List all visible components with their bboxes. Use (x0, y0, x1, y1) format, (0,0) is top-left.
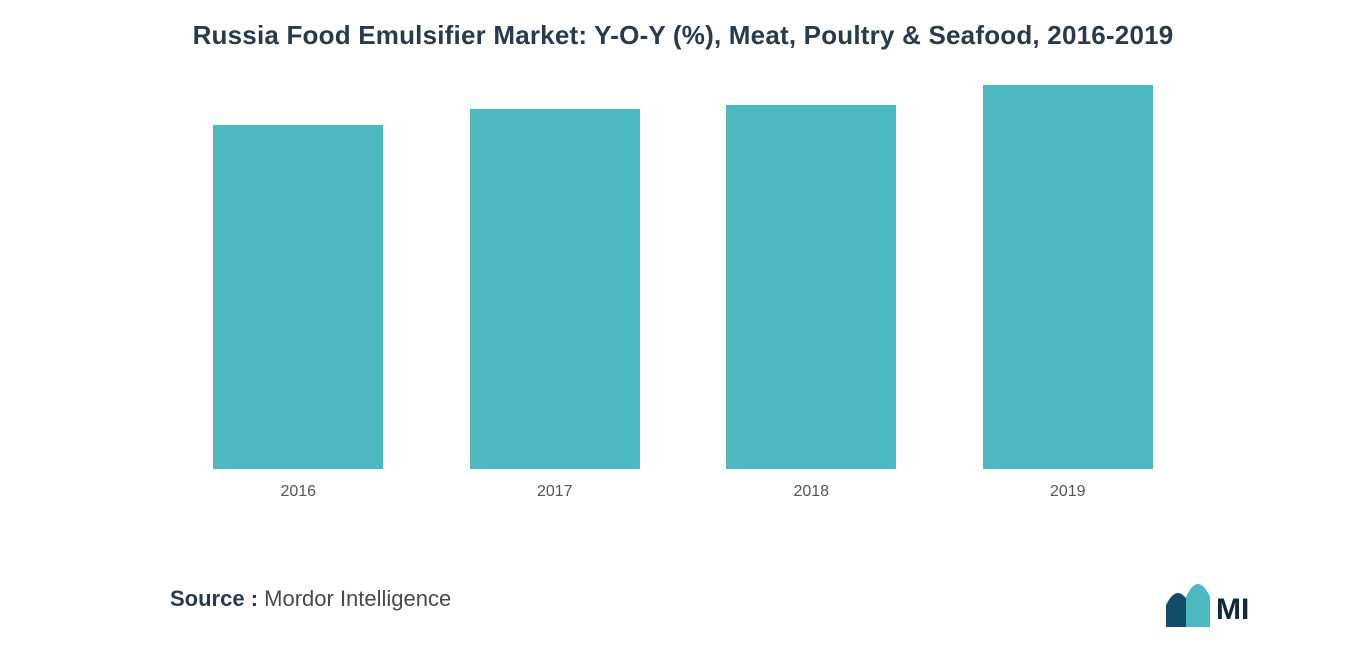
bar-group-2018: 2018 (683, 81, 940, 501)
bar-group-2016: 2016 (170, 81, 427, 501)
axis-label-2017: 2017 (537, 483, 573, 501)
bar-2016 (213, 125, 383, 469)
logo-icon: MI (1166, 571, 1256, 627)
chart-title: Russia Food Emulsifier Market: Y-O-Y (%)… (60, 20, 1306, 51)
bar-group-2019: 2019 (940, 81, 1197, 501)
bar-2017 (470, 109, 640, 469)
bar-2019 (983, 85, 1153, 469)
axis-label-2016: 2016 (280, 483, 316, 501)
svg-text:MI: MI (1216, 593, 1249, 626)
chart-container: Russia Food Emulsifier Market: Y-O-Y (%)… (0, 0, 1366, 655)
footer-row: Source : Mordor Intelligence MI (0, 571, 1366, 627)
source-label: Source : (170, 586, 258, 611)
bar-group-2017: 2017 (427, 81, 684, 501)
axis-label-2018: 2018 (793, 483, 829, 501)
axis-label-2019: 2019 (1050, 483, 1086, 501)
plot-area: 2016 2017 2018 2019 (60, 81, 1306, 501)
brand-logo: MI (1166, 571, 1256, 627)
source-text: Mordor Intelligence (258, 586, 451, 611)
bar-2018 (726, 105, 896, 469)
source-line: Source : Mordor Intelligence (170, 586, 451, 612)
